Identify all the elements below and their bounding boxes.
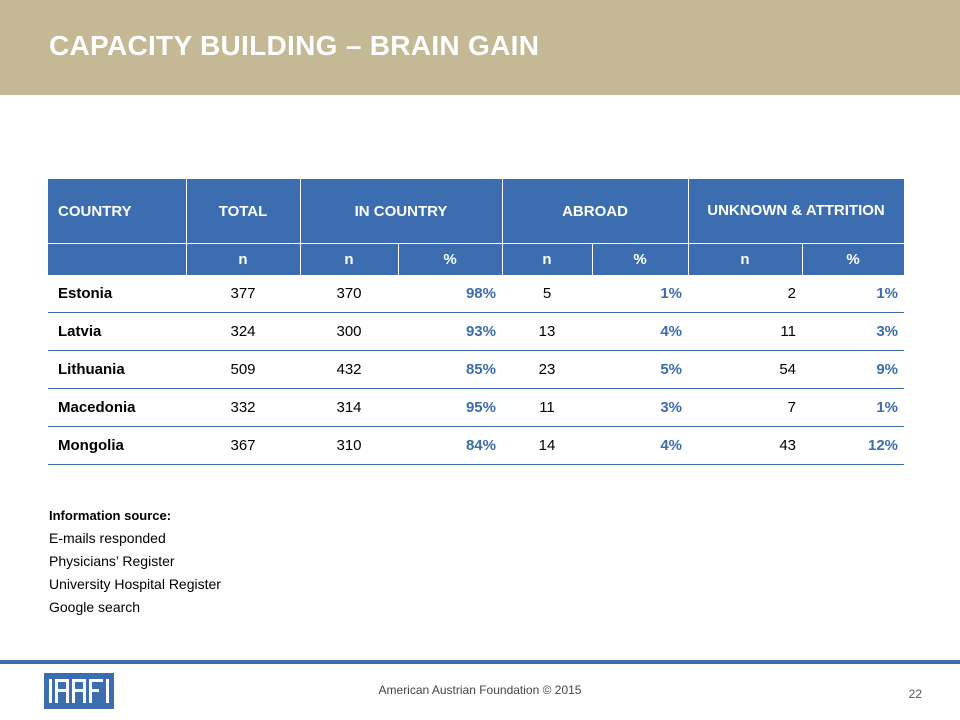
cell-abroad-pct: 4% [592,426,688,465]
subheader-abroad-pct: % [592,243,689,275]
cell-unknown-pct: 9% [802,350,905,389]
source-item: Google search [49,599,141,615]
information-source: Information source: E-mails responded Ph… [49,508,221,619]
col-abroad-header: ABROAD [502,179,689,244]
header-row: COUNTRY TOTAL IN COUNTRY ABROAD UNKNOWN … [48,179,905,244]
cell-total: 509 [186,350,300,389]
cell-unknown-n: 54 [688,350,802,389]
cell-in-pct: 98% [398,275,502,313]
subheader-in-pct: % [398,243,503,275]
cell-country: Lithuania [48,350,186,389]
brain-gain-table: COUNTRY TOTAL IN COUNTRY ABROAD UNKNOWN … [48,179,905,465]
cell-unknown-pct: 1% [802,388,905,427]
aaf-logo [44,673,114,709]
subheader-unknown-n: n [688,243,803,275]
cell-unknown-n: 11 [688,312,802,351]
page-title: CAPACITY BUILDING – BRAIN GAIN [49,30,540,61]
col-unknown-header: UNKNOWN & ATTRITION [688,179,905,244]
cell-unknown-pct: 12% [802,426,905,465]
cell-abroad-n: 23 [502,350,592,389]
cell-in-pct: 95% [398,388,502,427]
cell-total: 332 [186,388,300,427]
cell-abroad-n: 14 [502,426,592,465]
cell-in-n: 310 [300,426,398,465]
table-row: Mongolia 367 310 84% 14 4% 43 12% [48,426,905,465]
title-bar: CAPACITY BUILDING – BRAIN GAIN [0,0,960,95]
table-row: Latvia 324 300 93% 13 4% 11 3% [48,312,905,351]
cell-abroad-n: 13 [502,312,592,351]
source-item: University Hospital Register [49,576,221,592]
cell-abroad-pct: 4% [592,312,688,351]
subheader-empty [48,243,187,275]
subheader-abroad-n: n [502,243,593,275]
cell-abroad-pct: 5% [592,350,688,389]
cell-abroad-n: 11 [502,388,592,427]
page-number: 22 [908,687,922,701]
footer-divider [0,660,960,664]
subheader-total-n: n [186,243,301,275]
table-row: Lithuania 509 432 85% 23 5% 54 9% [48,350,905,389]
cell-in-n: 432 [300,350,398,389]
subheader-row: n n % n % n % [48,243,905,275]
subheader-unknown-pct: % [802,243,905,275]
cell-unknown-pct: 1% [802,275,905,313]
cell-in-pct: 85% [398,350,502,389]
cell-total: 377 [186,275,300,313]
col-total-header: TOTAL [186,179,301,244]
cell-unknown-n: 7 [688,388,802,427]
cell-country: Mongolia [48,426,186,465]
cell-total: 324 [186,312,300,351]
cell-in-n: 314 [300,388,398,427]
source-item: Physicians’ Register [49,553,175,569]
cell-in-pct: 93% [398,312,502,351]
col-in-country-header: IN COUNTRY [300,179,503,244]
cell-country: Latvia [48,312,186,351]
table-row: Macedonia 332 314 95% 11 3% 7 1% [48,388,905,427]
footer-copyright: American Austrian Foundation © 2015 [378,683,582,697]
cell-abroad-pct: 3% [592,388,688,427]
col-country-header: COUNTRY [48,179,187,244]
cell-unknown-n: 43 [688,426,802,465]
subheader-in-n: n [300,243,399,275]
cell-total: 367 [186,426,300,465]
cell-country: Estonia [48,275,186,313]
cell-in-n: 370 [300,275,398,313]
source-item: E-mails responded [49,530,166,546]
cell-in-pct: 84% [398,426,502,465]
cell-unknown-n: 2 [688,275,802,313]
source-title: Information source: [49,508,172,523]
cell-country: Macedonia [48,388,186,427]
cell-in-n: 300 [300,312,398,351]
table-row: Estonia 377 370 98% 5 1% 2 1% [48,275,905,313]
cell-abroad-pct: 1% [592,275,688,313]
cell-abroad-n: 5 [502,275,592,313]
cell-unknown-pct: 3% [802,312,905,351]
